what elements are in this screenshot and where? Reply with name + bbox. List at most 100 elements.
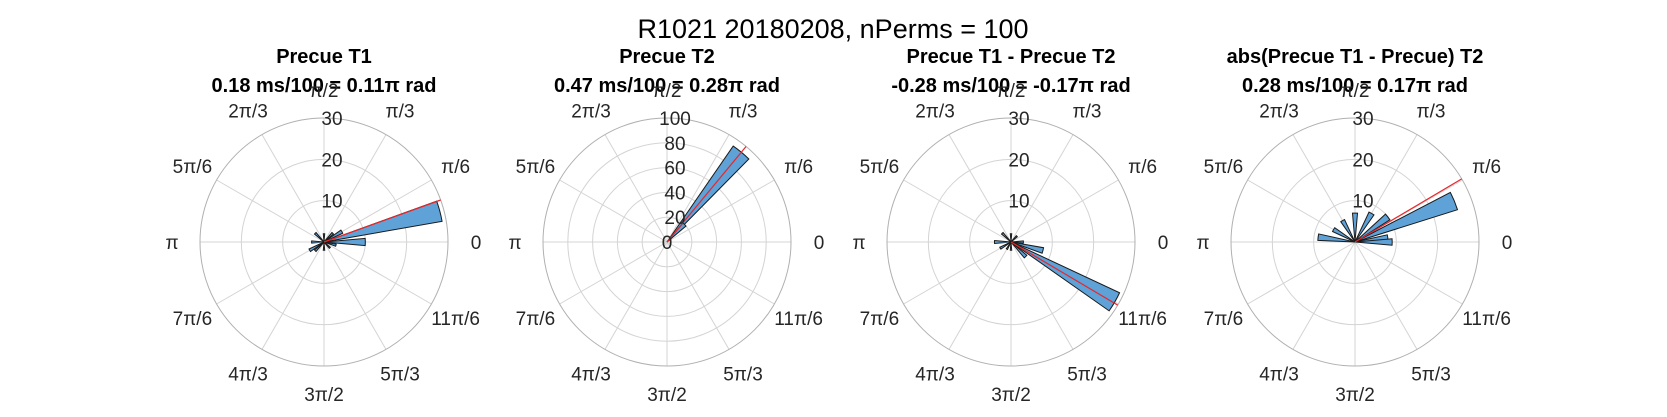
r-tick-label: 20: [321, 150, 342, 171]
theta-tick-label: 5π/6: [173, 157, 213, 178]
histogram-bar: [1010, 241, 1028, 259]
theta-gridline: [1010, 241, 1074, 350]
theta-gridline: [323, 241, 387, 350]
mean-direction-line: [666, 146, 747, 243]
plot-title: Precue T1 - Precue T2: [907, 46, 1116, 68]
theta-tick-label: π/2: [1341, 81, 1370, 102]
histogram-bar: [308, 241, 325, 253]
histogram-bar: [1009, 241, 1013, 251]
histogram-bar: [1351, 212, 1359, 243]
theta-tick-label: 2π/3: [571, 101, 611, 122]
polar-plot-4: abs(Precue T1 - Precue) T2 0.28 ms/100 = …: [1196, 46, 1512, 406]
polar-plot-1: Precue T1 0.18 ms/100 = 0.11π rad 10 20 30 0 π…: [165, 46, 481, 406]
theta-tick-label: 3π/2: [991, 385, 1031, 406]
theta-gridline: [261, 241, 325, 350]
r-tick-label: 30: [321, 109, 342, 130]
theta-tick-label: 5π/3: [380, 365, 420, 386]
theta-tick-label: π/3: [1073, 101, 1102, 122]
theta-gridline: [666, 241, 775, 305]
r-gridline: [1271, 158, 1439, 326]
plot-subtitle: 0.28 ms/100 = 0.17π rad: [1242, 75, 1468, 97]
histogram-bar: [1340, 218, 1356, 243]
histogram-bar: [1010, 241, 1121, 312]
histogram-bar: [1010, 234, 1019, 243]
theta-tick-label: 5π/6: [860, 157, 900, 178]
theta-tick-label: 2π/3: [915, 101, 955, 122]
theta-tick-label: 2π/3: [1259, 101, 1299, 122]
r-tick-label: 20: [1008, 150, 1029, 171]
histogram-bar: [323, 231, 335, 243]
histogram-bar: [311, 240, 325, 244]
r-gridline: [592, 167, 742, 317]
histogram-bar: [322, 241, 326, 251]
theta-tick-label: 0: [1158, 233, 1169, 254]
theta-tick-label: π/6: [441, 157, 470, 178]
theta-gridline: [1010, 134, 1074, 243]
theta-tick-label: 0: [814, 233, 825, 254]
polar-plot-3: Precue T1 - Precue T2 -0.28 ms/100 = -0.1…: [852, 46, 1168, 406]
histogram-bar: [323, 237, 366, 247]
plot-subtitle: -0.28 ms/100 = -0.17π rad: [891, 75, 1130, 97]
plot-title: Precue T1: [276, 46, 372, 68]
theta-tick-label: π/2: [653, 81, 682, 102]
histogram-bar: [322, 233, 326, 243]
theta-tick-label: 4π/3: [571, 365, 611, 386]
r-gridline: [1230, 117, 1480, 367]
r-tick-label: 80: [664, 134, 685, 155]
r-gridline: [240, 158, 408, 326]
polar-plot-2: Precue T2 0.47 ms/100 = 0.28π rad 0 20 40 60 8…: [508, 46, 824, 406]
theta-tick-label: 11π/6: [774, 309, 823, 330]
theta-gridline: [559, 179, 668, 243]
theta-tick-label: 2π/3: [228, 101, 268, 122]
histogram-bar: [993, 240, 1012, 244]
theta-gridline: [666, 134, 730, 243]
r-tick-label: 20: [664, 208, 685, 229]
theta-gridline: [216, 241, 325, 305]
theta-tick-label: 5π/6: [1204, 157, 1244, 178]
histogram-bar: [1009, 233, 1013, 243]
theta-gridline: [604, 134, 668, 243]
plot-title: Precue T2: [619, 46, 715, 68]
theta-gridline: [261, 134, 325, 243]
r-tick-label: 10: [1008, 192, 1029, 213]
r-tick-label: 30: [1352, 109, 1373, 130]
r-tick-label: 30: [1008, 109, 1029, 130]
theta-tick-label: 3π/2: [647, 385, 687, 406]
mean-direction-line: [323, 199, 441, 243]
theta-tick-label: 0: [1502, 233, 1513, 254]
theta-tick-label: π/6: [784, 157, 813, 178]
theta-tick-label: 5π/3: [723, 365, 763, 386]
histogram-bar: [1354, 238, 1393, 246]
r-gridline: [969, 200, 1053, 284]
theta-tick-label: 5π/3: [1067, 365, 1107, 386]
r-tick-label: 100: [659, 109, 691, 130]
histogram-bar: [323, 241, 337, 247]
r-gridline: [567, 142, 767, 342]
plot-title: abs(Precue T1 - Precue) T2: [1227, 46, 1484, 68]
theta-tick-label: π: [852, 233, 865, 254]
plot-subtitle: 0.47 ms/100 = 0.28π rad: [554, 75, 780, 97]
theta-gridline: [323, 241, 432, 305]
theta-gridline: [216, 179, 325, 243]
mean-direction-line: [1010, 241, 1119, 306]
theta-tick-label: π/3: [1417, 101, 1446, 122]
theta-tick-label: 5π/3: [1411, 365, 1451, 386]
histogram-bar: [999, 241, 1012, 250]
mean-direction-line: [1354, 178, 1463, 243]
theta-gridline: [559, 241, 668, 305]
histogram-bar: [1010, 240, 1024, 244]
histogram-bar: [1005, 241, 1012, 251]
theta-tick-label: 7π/6: [173, 309, 213, 330]
theta-gridline: [323, 134, 387, 243]
theta-gridline: [666, 241, 730, 350]
theta-tick-label: 11π/6: [431, 309, 480, 330]
r-tick-label: 10: [1352, 192, 1373, 213]
theta-gridline: [1010, 179, 1119, 243]
theta-tick-label: 7π/6: [516, 309, 556, 330]
theta-gridline: [1292, 241, 1356, 350]
theta-gridline: [1247, 241, 1356, 305]
r-gridline: [927, 158, 1095, 326]
theta-tick-label: 0: [471, 233, 482, 254]
histogram-bar: [1000, 231, 1012, 243]
